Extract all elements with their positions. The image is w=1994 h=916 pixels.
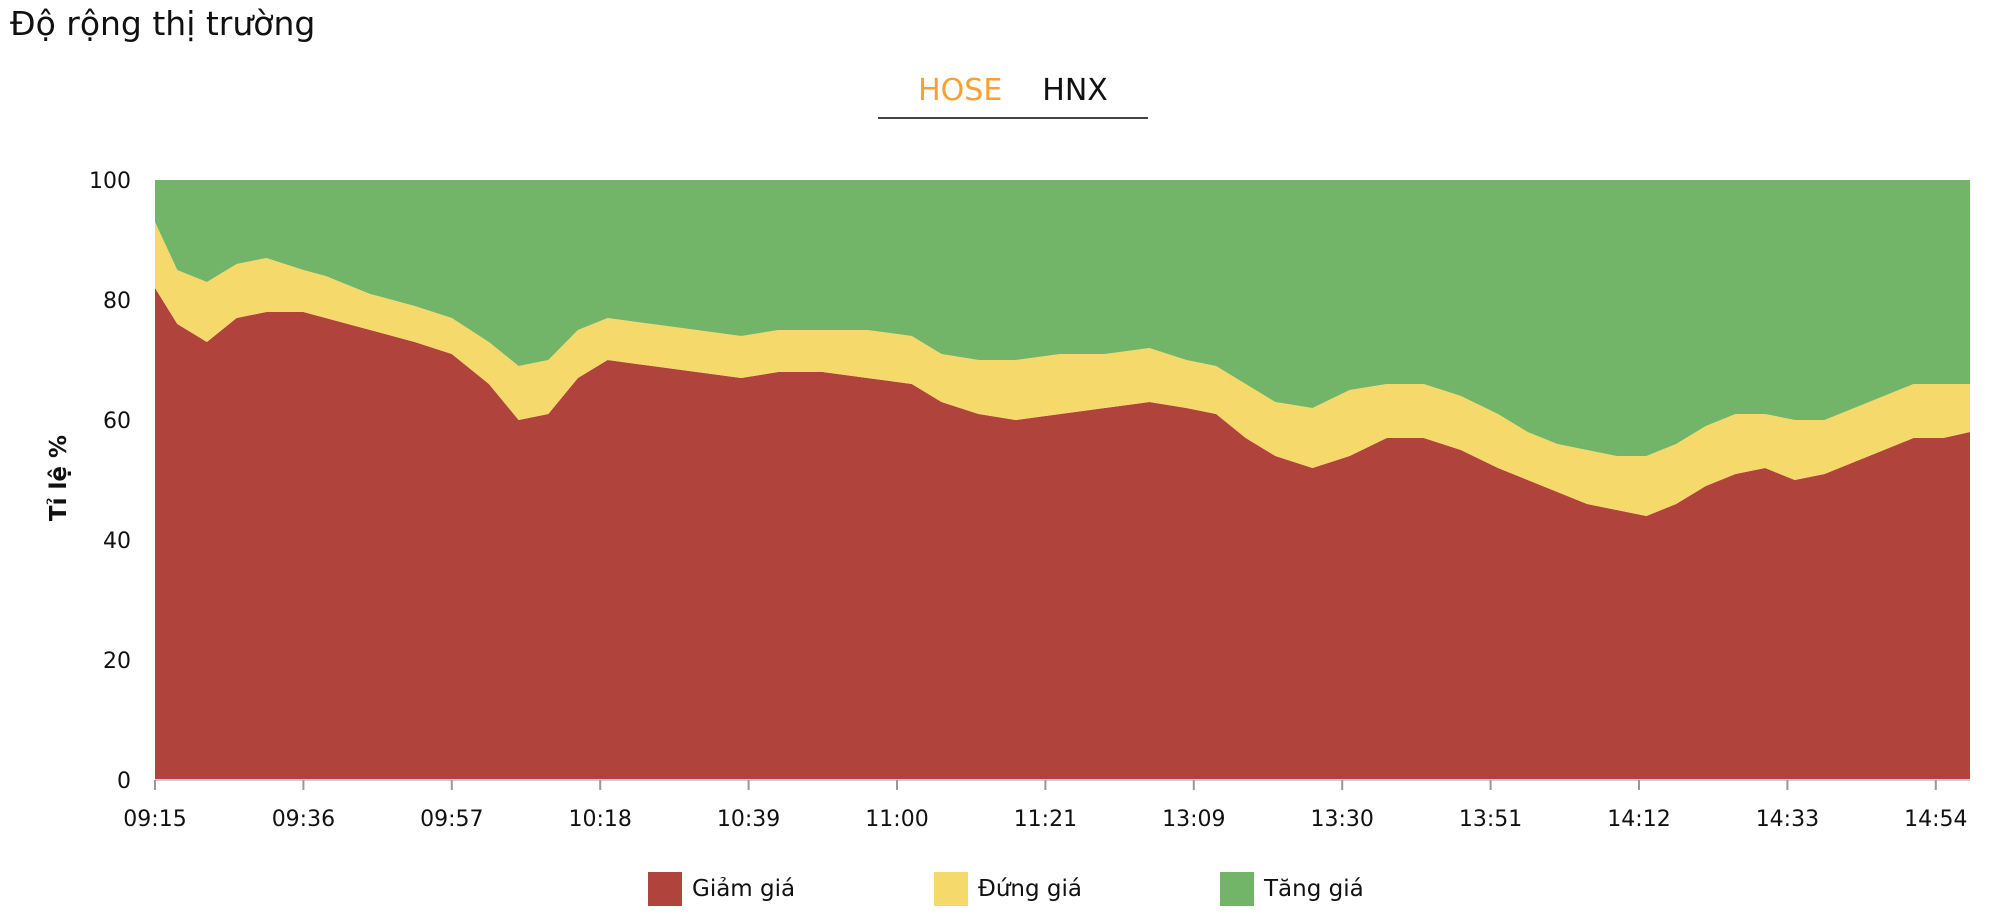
x-tick-label: 09:36 bbox=[272, 807, 335, 832]
y-tick-label: 80 bbox=[103, 289, 131, 314]
tab-hnx[interactable]: HNX bbox=[1042, 73, 1108, 108]
x-tick-label: 13:09 bbox=[1162, 807, 1225, 832]
x-tick-label: 14:33 bbox=[1756, 807, 1819, 832]
x-tick-label: 09:57 bbox=[420, 807, 483, 832]
legend-item-dung-gia[interactable]: Đứng giá bbox=[934, 872, 1082, 906]
legend-item-giam-gia[interactable]: Giảm giá bbox=[648, 872, 795, 906]
x-tick-label: 10:18 bbox=[568, 807, 631, 832]
y-tick-label: 40 bbox=[103, 529, 131, 554]
x-tick-label: 11:21 bbox=[1014, 807, 1077, 832]
legend-label: Giảm giá bbox=[692, 876, 796, 902]
x-tick-label: 10:39 bbox=[717, 807, 780, 832]
page-title: Độ rộng thị trường bbox=[10, 4, 316, 43]
y-tick-label: 60 bbox=[103, 409, 131, 434]
x-tick-label: 13:51 bbox=[1459, 807, 1522, 832]
exchange-tabs: HOSE HNX bbox=[878, 65, 1148, 119]
chart-axes: 0 20 40 60 80 100 09:15 09:36 09:57 10:18 10:39 11:… bbox=[89, 169, 1970, 832]
y-tick-label: 20 bbox=[103, 649, 131, 674]
x-tick-label: 11:00 bbox=[865, 807, 928, 832]
area-series-1 bbox=[155, 222, 1970, 516]
y-axis-title: Tỉ lệ % bbox=[46, 435, 72, 521]
legend-item-tang-gia[interactable]: Tăng giá bbox=[1220, 872, 1364, 906]
y-tick-label: 0 bbox=[117, 769, 131, 794]
chart-areas bbox=[155, 180, 1970, 780]
area-series-2 bbox=[155, 180, 1970, 456]
x-tick-label: 09:15 bbox=[123, 807, 186, 832]
legend-label: Tăng giá bbox=[1264, 876, 1364, 902]
x-tick-label: 13:30 bbox=[1310, 807, 1373, 832]
x-tick-label: 14:54 bbox=[1904, 807, 1967, 832]
y-tick-label: 100 bbox=[89, 169, 131, 194]
x-tick-label: 14:12 bbox=[1607, 807, 1670, 832]
area-series-0 bbox=[155, 288, 1970, 780]
legend-label: Đứng giá bbox=[978, 876, 1082, 902]
legend-swatch-dung-gia bbox=[934, 872, 968, 906]
legend-swatch-giam-gia bbox=[648, 872, 682, 906]
tab-hose[interactable]: HOSE bbox=[918, 73, 1003, 108]
legend-swatch-tang-gia bbox=[1220, 872, 1254, 906]
